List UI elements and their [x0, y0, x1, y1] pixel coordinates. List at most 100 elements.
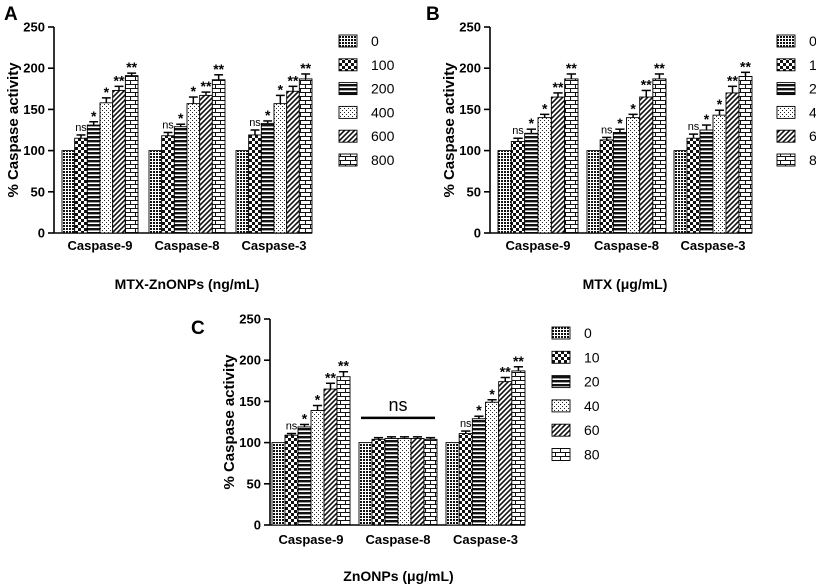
significance-label: *	[302, 410, 308, 426]
y-tick-label: 0	[38, 226, 45, 241]
bar	[248, 134, 262, 234]
significance-label: *	[529, 115, 535, 131]
legend-swatch	[551, 326, 571, 340]
legend-swatch	[338, 82, 358, 96]
bar	[211, 79, 226, 234]
significance-label: *	[91, 108, 97, 124]
bar	[524, 132, 539, 234]
significance-label: *	[178, 110, 184, 126]
bar	[699, 129, 714, 234]
bar	[686, 137, 701, 234]
legend: 0 1 2 4 6 8	[776, 33, 816, 168]
legend-label: 0	[584, 325, 592, 341]
y-tick-label: 250	[459, 20, 481, 35]
y-tick-label: 150	[459, 102, 481, 117]
significance-label: **	[641, 76, 652, 92]
significance-label: *	[315, 392, 321, 408]
significance-label: **	[126, 59, 137, 75]
significance-label: **	[201, 78, 212, 94]
bar	[336, 376, 351, 526]
bar	[410, 438, 425, 526]
legend-swatch	[338, 129, 358, 143]
significance-label: **	[325, 369, 336, 385]
legend-label: 60	[584, 422, 600, 438]
y-tick-label: 200	[459, 61, 481, 76]
bar	[112, 89, 126, 234]
significance-label: *	[489, 386, 495, 402]
significance-label: *	[717, 96, 723, 112]
category-label: Caspase-3	[241, 238, 306, 253]
significance-label: **	[513, 353, 524, 369]
bar	[498, 381, 513, 526]
y-axis-label: % Caspase activity	[5, 62, 22, 198]
significance-label: *	[617, 115, 623, 131]
bar	[497, 150, 512, 234]
bar	[550, 96, 566, 234]
bar	[186, 103, 201, 234]
y-tick-label: 150	[23, 102, 45, 117]
y-axis-label: % Caspase activity	[441, 62, 458, 198]
bar	[652, 78, 667, 234]
bar	[148, 150, 163, 234]
legend-label: 800	[371, 152, 395, 168]
significance-label: ns	[249, 117, 261, 129]
significance-label: ns	[460, 418, 472, 430]
significance-label: **	[338, 358, 349, 374]
significance-label: **	[288, 72, 299, 88]
bar	[537, 117, 552, 234]
significance-label: **	[566, 60, 577, 76]
y-tick-label: 50	[31, 184, 45, 199]
bar	[384, 438, 399, 526]
significance-label: *	[191, 83, 197, 99]
legend-label: 20	[584, 374, 600, 390]
legend-label: 8	[809, 152, 816, 168]
y-tick-label: 250	[23, 20, 45, 35]
legend-label: 0	[809, 33, 816, 49]
bar	[673, 150, 688, 234]
legend-swatch	[338, 105, 358, 119]
category-label: Caspase-8	[594, 238, 659, 253]
y-tick-label: 0	[474, 226, 481, 241]
legend-label: 200	[371, 81, 395, 97]
significance-label: ns	[162, 119, 174, 131]
legend-label: 40	[584, 398, 600, 414]
y-tick-label: 50	[467, 184, 481, 199]
bar	[586, 150, 601, 234]
significance-label: ns	[75, 122, 87, 134]
legend-swatch	[776, 82, 796, 96]
legend-swatch	[551, 399, 571, 413]
legend-swatch	[551, 350, 571, 364]
significance-label: *	[476, 402, 482, 418]
bar	[358, 442, 373, 526]
bar	[599, 139, 614, 234]
legend-label: 80	[584, 447, 600, 463]
bar	[173, 126, 188, 234]
significance-label: **	[500, 364, 511, 380]
bar	[397, 438, 412, 526]
legend-swatch	[776, 153, 796, 167]
bracket-label: ns	[388, 395, 407, 415]
bar	[510, 141, 526, 234]
legend-swatch	[551, 423, 571, 437]
significance-label: *	[630, 100, 636, 116]
x-axis-label: ZnONPs (μg/mL)	[343, 568, 453, 584]
bar	[310, 410, 325, 526]
panel-letter: B	[426, 4, 440, 25]
y-tick-label: 200	[23, 61, 45, 76]
bar	[639, 96, 654, 234]
legend: 0 10 20 40 60 80	[551, 325, 600, 463]
legend-swatch	[551, 448, 571, 461]
legend-swatch	[338, 153, 358, 167]
y-tick-label: 100	[23, 143, 45, 158]
bar	[725, 92, 740, 234]
category-label: Caspase-9	[505, 238, 570, 253]
significance-label: *	[104, 84, 110, 100]
significance-label: *	[265, 107, 271, 123]
bar	[297, 426, 312, 526]
bar	[471, 418, 486, 526]
category-label: Caspase-9	[67, 238, 132, 253]
legend-swatch	[338, 58, 358, 72]
panel-A: A 0 50 100 150 200 250 % Caspase activity MTX-Zn…	[4, 4, 395, 292]
